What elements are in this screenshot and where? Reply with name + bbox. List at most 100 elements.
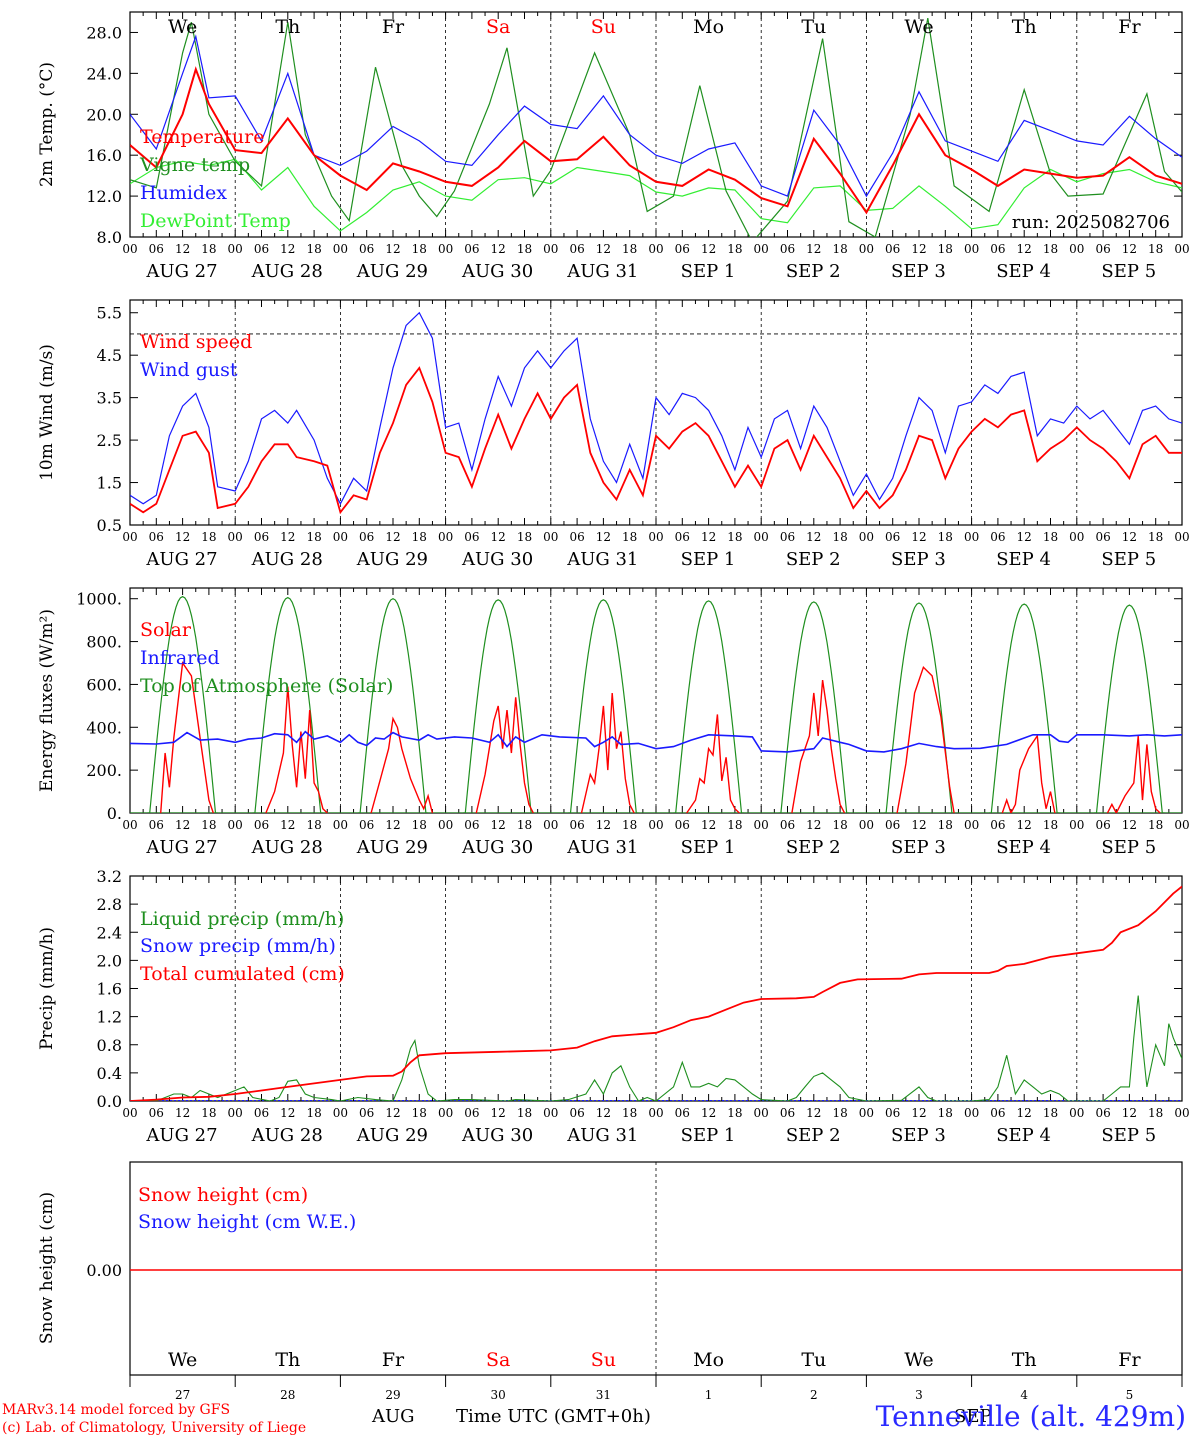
date-label: SEP 1 bbox=[681, 261, 736, 282]
hour-tick-label: 06 bbox=[1095, 1106, 1110, 1120]
date-label: AUG 30 bbox=[461, 837, 533, 858]
hour-tick-label: 18 bbox=[1043, 818, 1058, 832]
date-label: AUG 27 bbox=[145, 261, 217, 282]
date-label: AUG 27 bbox=[145, 837, 217, 858]
weekday-label: Fr bbox=[1118, 1349, 1141, 1371]
date-label: AUG 31 bbox=[566, 837, 638, 858]
hour-tick-label: 18 bbox=[517, 818, 532, 832]
hour-tick-label: 00 bbox=[1069, 242, 1084, 256]
legend-entry: Humidex bbox=[140, 182, 227, 204]
weekday-label: Th bbox=[1012, 1349, 1037, 1371]
hour-tick-label: 00 bbox=[438, 530, 453, 544]
date-label: SEP 1 bbox=[681, 837, 736, 858]
hour-tick-label: 00 bbox=[859, 1106, 874, 1120]
hour-tick-label: 00 bbox=[333, 818, 348, 832]
y-tick-label: 8.0 bbox=[97, 228, 122, 247]
toa-solar-day-curve bbox=[989, 603, 1060, 813]
weekday-label: We bbox=[904, 16, 933, 38]
solar-day-curve bbox=[686, 714, 740, 813]
hour-tick-label: 12 bbox=[175, 1106, 190, 1120]
weekday-label: Th bbox=[275, 1349, 300, 1371]
series-line-humidex bbox=[130, 34, 1182, 198]
hour-tick-label: 12 bbox=[280, 1106, 295, 1120]
hour-tick-label: 00 bbox=[964, 1106, 979, 1120]
date-label: SEP 4 bbox=[996, 549, 1051, 570]
hour-tick-label: 00 bbox=[859, 818, 874, 832]
y-tick-label: 5.5 bbox=[97, 304, 122, 323]
y-tick-label: 2.0 bbox=[97, 951, 122, 970]
date-label: AUG 29 bbox=[356, 1125, 428, 1146]
weekday-label: Fr bbox=[1118, 16, 1141, 38]
hour-tick-label: 18 bbox=[1148, 242, 1163, 256]
solar-day-curve bbox=[580, 692, 635, 813]
y-tick-label: 400. bbox=[86, 718, 122, 737]
hour-tick-label: 06 bbox=[569, 242, 584, 256]
hour-tick-label: 06 bbox=[675, 818, 690, 832]
hour-tick-label: 00 bbox=[1174, 242, 1189, 256]
toa-solar-day-curve bbox=[1094, 604, 1165, 813]
hour-tick-label: 06 bbox=[569, 530, 584, 544]
hour-tick-label: 18 bbox=[517, 530, 532, 544]
hour-tick-label: 18 bbox=[622, 242, 637, 256]
precip-series bbox=[130, 885, 1182, 1101]
hour-tick-label: 18 bbox=[306, 242, 321, 256]
hour-tick-label: 00 bbox=[438, 818, 453, 832]
hour-tick-label: 06 bbox=[464, 530, 479, 544]
hour-tick-label: 18 bbox=[727, 530, 742, 544]
legend-entry: Snow height (cm W.E.) bbox=[138, 1211, 356, 1233]
hour-tick-label: 12 bbox=[385, 1106, 400, 1120]
weekday-label: Fr bbox=[382, 16, 405, 38]
hour-tick-label: 12 bbox=[491, 818, 506, 832]
hour-tick-label: 18 bbox=[938, 530, 953, 544]
hour-tick-label: 00 bbox=[333, 1106, 348, 1120]
energy-series bbox=[130, 595, 1182, 813]
series-line-vigne-temp bbox=[130, 17, 1182, 237]
weekday-label: Mo bbox=[693, 16, 724, 38]
hour-tick-label: 00 bbox=[228, 818, 243, 832]
hour-tick-label: 18 bbox=[727, 818, 742, 832]
hour-tick-label: 00 bbox=[754, 530, 769, 544]
date-label: AUG 27 bbox=[145, 1125, 217, 1146]
legend-entry: Wind gust bbox=[140, 359, 238, 381]
hour-tick-label: 12 bbox=[491, 242, 506, 256]
day-number-label: 2 bbox=[810, 1388, 818, 1402]
hour-tick-label: 18 bbox=[832, 242, 847, 256]
date-label: SEP 5 bbox=[1101, 261, 1156, 282]
y-axis-label: Precip (mm/h) bbox=[37, 927, 57, 1050]
hour-tick-label: 00 bbox=[754, 1106, 769, 1120]
hour-tick-label: 00 bbox=[228, 1106, 243, 1120]
hour-tick-label: 12 bbox=[806, 530, 821, 544]
hour-tick-label: 06 bbox=[780, 818, 795, 832]
weekday-label: Sa bbox=[486, 16, 510, 38]
hour-tick-label: 18 bbox=[1148, 530, 1163, 544]
hour-tick-label: 06 bbox=[569, 1106, 584, 1120]
hour-tick-label: 00 bbox=[964, 530, 979, 544]
hour-tick-label: 00 bbox=[754, 242, 769, 256]
hour-tick-label: 12 bbox=[385, 530, 400, 544]
day-number-label: 4 bbox=[1020, 1388, 1028, 1402]
legend-entry: Snow height (cm) bbox=[138, 1184, 308, 1206]
hour-tick-label: 12 bbox=[701, 1106, 716, 1120]
weekday-label: Fr bbox=[382, 1349, 405, 1371]
hour-tick-label: 18 bbox=[622, 818, 637, 832]
date-label: AUG 30 bbox=[461, 549, 533, 570]
hour-tick-label: 18 bbox=[832, 530, 847, 544]
run-label: run: 2025082706 bbox=[1012, 212, 1170, 233]
wind-series bbox=[130, 311, 1182, 515]
month-label-sep: SEP bbox=[954, 1406, 992, 1427]
date-label: AUG 30 bbox=[461, 1125, 533, 1146]
hour-tick-label: 18 bbox=[1148, 1106, 1163, 1120]
hour-tick-label: 18 bbox=[622, 530, 637, 544]
weekday-label: Th bbox=[275, 16, 300, 38]
hour-tick-label: 06 bbox=[254, 242, 269, 256]
solar-day-curve bbox=[1106, 735, 1161, 813]
hour-tick-label: 00 bbox=[1069, 530, 1084, 544]
plot-frame-2 bbox=[129, 587, 1183, 814]
hour-tick-label: 18 bbox=[1043, 530, 1058, 544]
solar-day-curve bbox=[896, 666, 955, 813]
hour-tick-label: 18 bbox=[412, 818, 427, 832]
hour-tick-label: 00 bbox=[1174, 1106, 1189, 1120]
hour-tick-label: 18 bbox=[412, 530, 427, 544]
hour-tick-label: 06 bbox=[149, 818, 164, 832]
y-tick-label: 20.0 bbox=[86, 105, 122, 124]
